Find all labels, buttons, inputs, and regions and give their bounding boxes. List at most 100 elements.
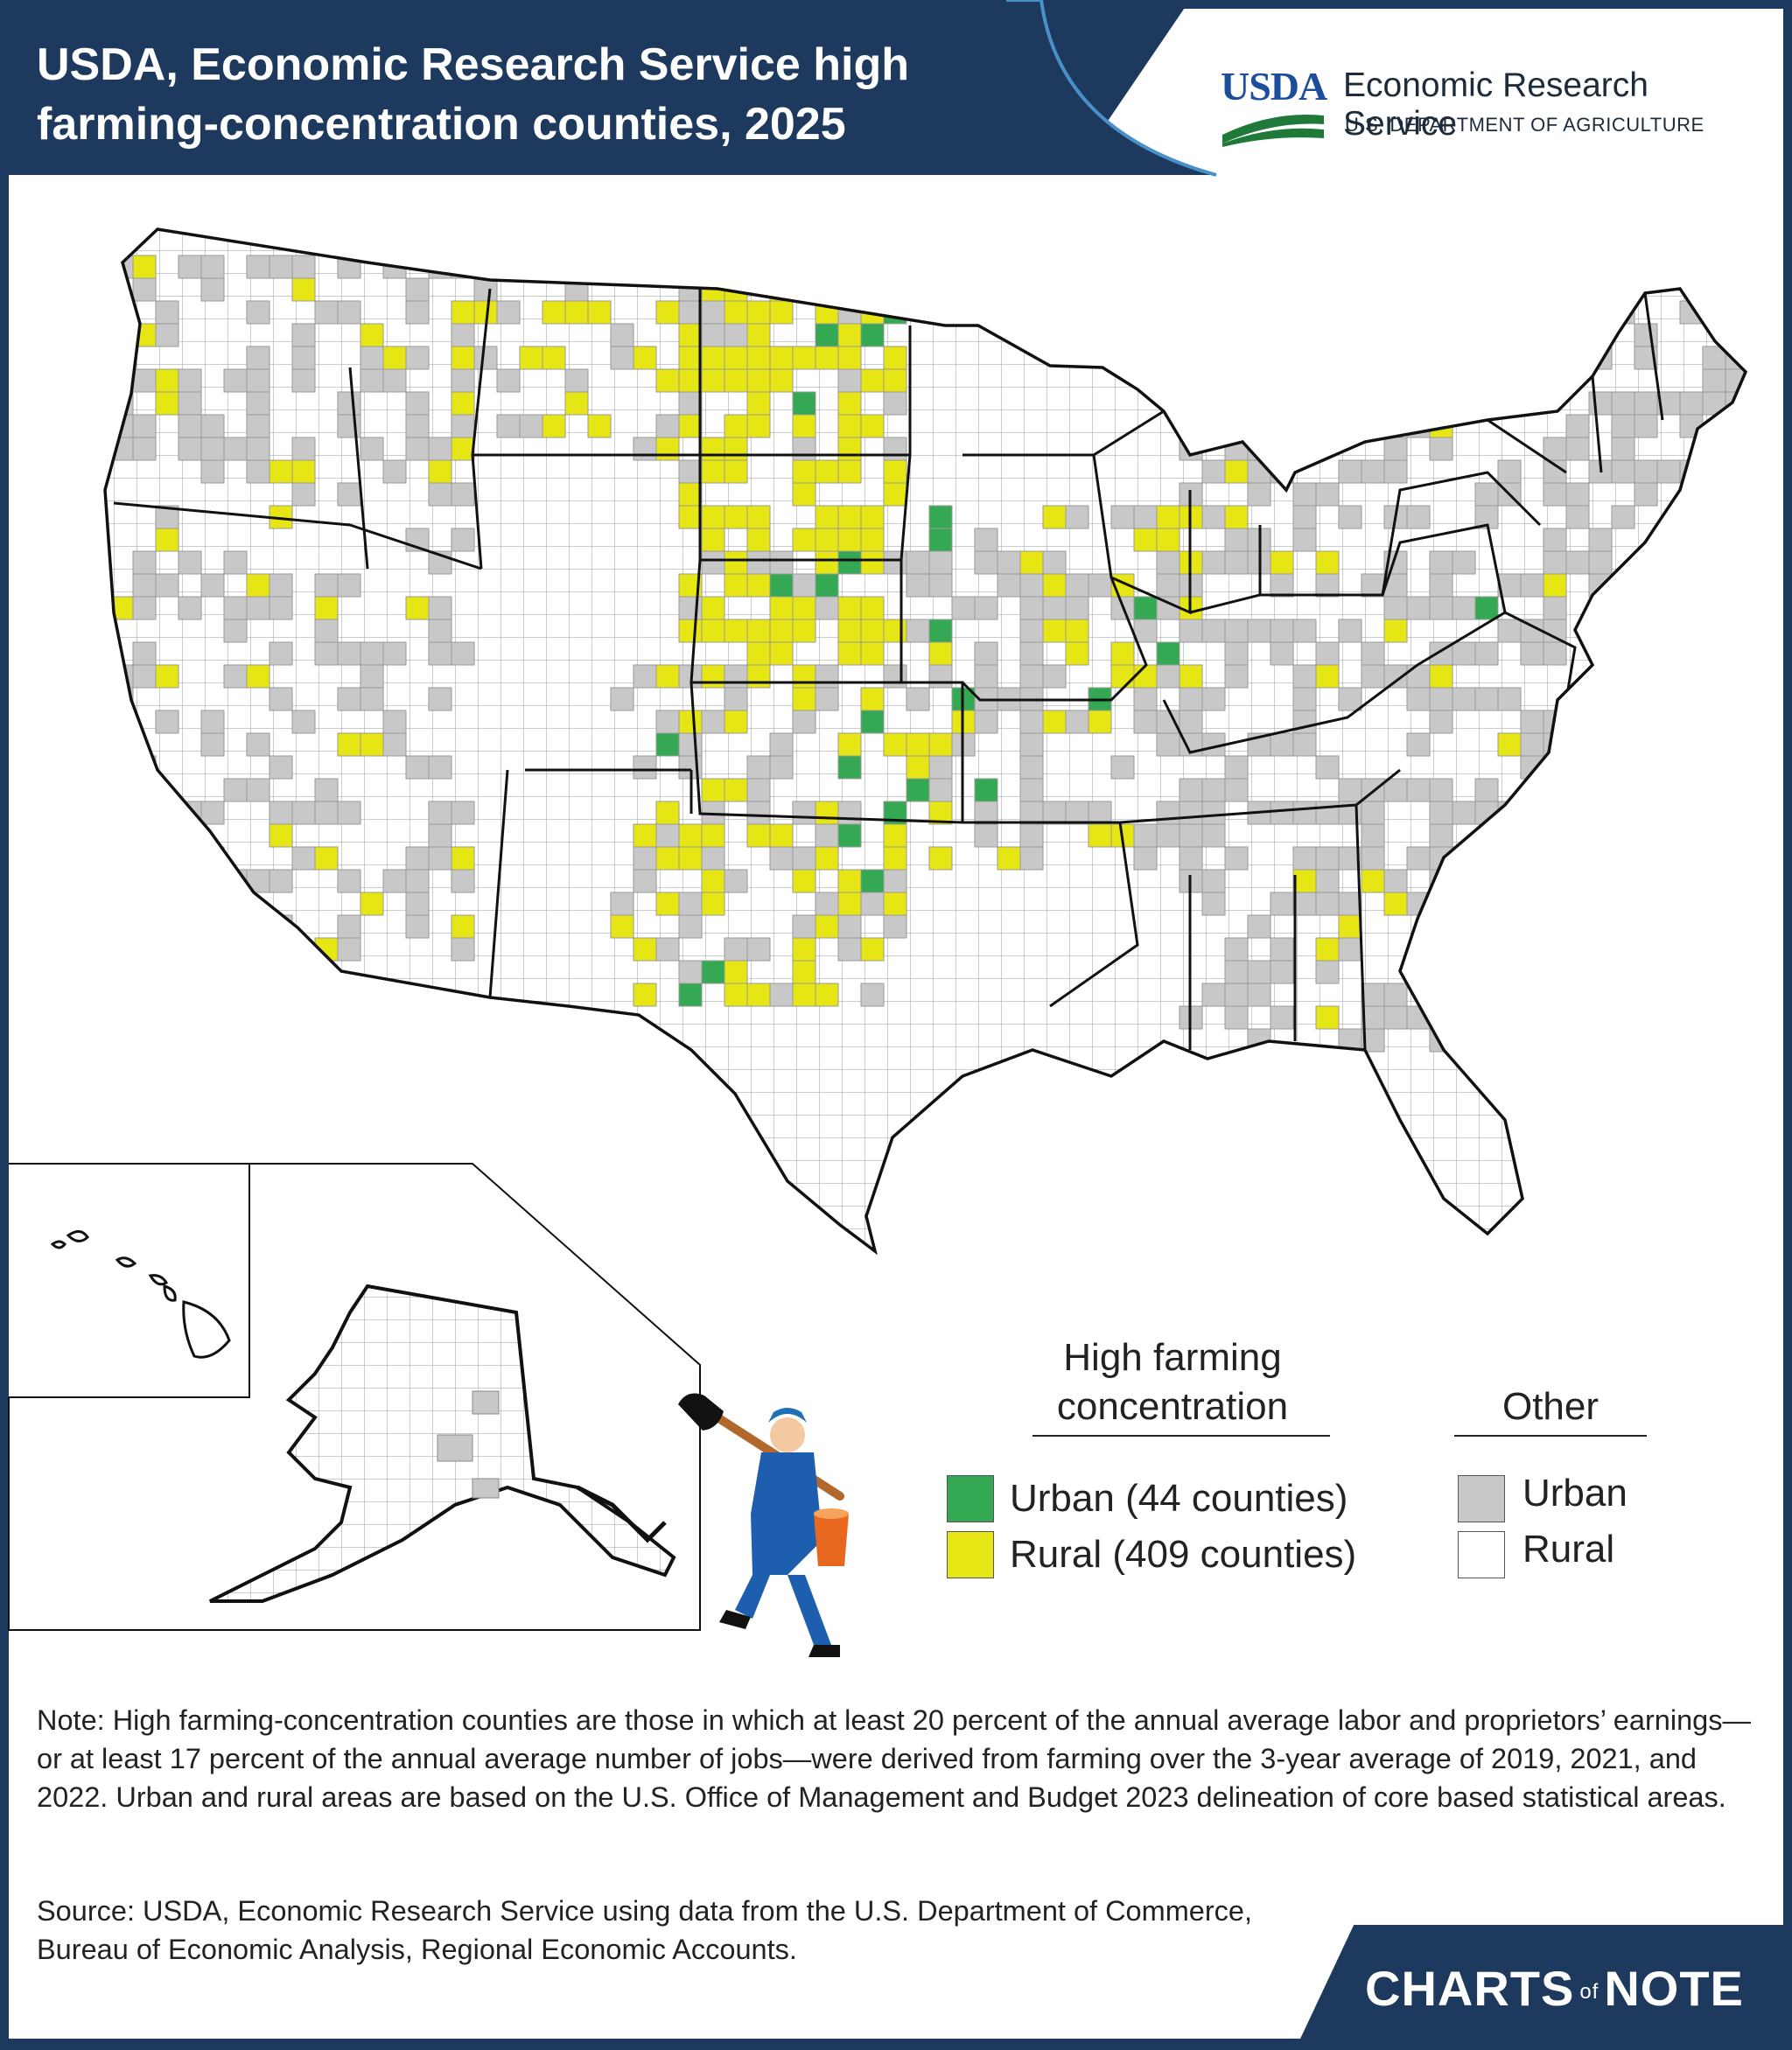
county-cell <box>769 846 794 871</box>
county-cell <box>200 437 225 461</box>
county-cell <box>1110 505 1135 529</box>
county-cell <box>1224 414 1249 438</box>
county-cell <box>1292 505 1317 529</box>
county-cell <box>1702 459 1726 484</box>
legend-rule-other <box>1454 1435 1647 1437</box>
county-cell <box>1133 664 1158 689</box>
county-cell <box>360 323 384 347</box>
county-cell <box>1497 732 1522 757</box>
county-cell <box>837 823 862 848</box>
county-cell <box>1520 846 1544 871</box>
county-cell <box>655 823 680 848</box>
county-cell <box>269 505 293 529</box>
agency-name: Economic Research Service <box>1343 66 1648 143</box>
county-cell <box>883 914 907 939</box>
county-cell <box>860 641 885 666</box>
county-cell <box>1611 459 1635 484</box>
county-cell <box>1429 823 1453 848</box>
county-cell <box>997 573 1021 598</box>
county-cell <box>269 255 293 279</box>
county-cell <box>1588 550 1613 575</box>
county-cell <box>1543 914 1567 939</box>
county-cell <box>223 869 248 893</box>
county-cell <box>246 437 270 461</box>
county-cell <box>1065 596 1089 620</box>
county-cell <box>724 368 748 393</box>
header-curve-decoration <box>1006 0 1217 177</box>
county-cell <box>1406 505 1431 529</box>
county-cell <box>815 664 839 689</box>
legend-heading-high: High farming concentration <box>1056 1336 1289 1428</box>
county-cell <box>1292 482 1317 507</box>
county-cell <box>1224 846 1249 871</box>
county-cell <box>792 277 816 302</box>
county-cell <box>178 255 202 279</box>
county-cell <box>155 801 179 825</box>
county-cell <box>1565 482 1590 507</box>
county-cell <box>132 368 157 393</box>
legend-label-other-rural: Rural <box>1522 1528 1615 1571</box>
county-cell <box>360 437 384 461</box>
county-cell <box>451 414 475 438</box>
county-cell <box>360 664 384 689</box>
county-cell <box>610 346 634 370</box>
county-cell <box>860 687 885 711</box>
county-cell <box>1247 914 1271 939</box>
county-cell <box>678 482 703 507</box>
county-cell <box>1543 983 1567 1007</box>
county-cell <box>906 755 930 780</box>
county-cell <box>291 846 316 871</box>
county-cell <box>246 573 270 598</box>
county-cell <box>1383 619 1408 643</box>
county-cell <box>178 437 202 461</box>
county-cell <box>633 755 657 780</box>
county-cell <box>1042 596 1067 620</box>
county-cell <box>1270 732 1294 757</box>
county-cell <box>269 596 293 620</box>
county-cell <box>1201 505 1226 529</box>
county-cell <box>109 937 134 962</box>
county-cell <box>928 755 953 780</box>
county-cell <box>860 505 885 529</box>
county-cell <box>701 710 725 734</box>
county-cell <box>1247 459 1271 484</box>
county-cell <box>815 914 839 939</box>
county-cell <box>1224 505 1249 529</box>
county-cell <box>1725 346 1746 370</box>
county-cell <box>200 710 225 734</box>
county-cell <box>1634 482 1658 507</box>
county-cell <box>451 346 475 370</box>
county-cell <box>1452 1005 1476 1030</box>
county-cell <box>928 573 953 598</box>
county-cell <box>405 277 430 302</box>
county-cell <box>928 528 953 552</box>
county-cell <box>1679 391 1704 416</box>
county-cell <box>678 505 703 529</box>
county-cell <box>860 277 885 302</box>
county-cell <box>1656 459 1681 484</box>
county-cell <box>1201 983 1226 1007</box>
county-cell <box>382 869 407 893</box>
county-cell <box>405 391 430 416</box>
county-cell <box>792 482 816 507</box>
county-cell <box>678 914 703 939</box>
county-cell <box>1611 391 1635 416</box>
county-cell <box>291 482 316 507</box>
county-cell <box>1042 801 1067 825</box>
county-cell <box>1315 550 1340 575</box>
county-cell <box>1201 801 1226 825</box>
county-cell <box>701 596 725 620</box>
county-cell <box>246 391 270 416</box>
county-cell <box>1452 801 1476 825</box>
county-cell <box>155 573 179 598</box>
county-cell <box>997 550 1021 575</box>
county-cell <box>792 528 816 552</box>
county-cell <box>1702 550 1726 575</box>
county-cell <box>314 596 339 620</box>
county-cell <box>451 528 475 552</box>
county-cell <box>1201 619 1226 643</box>
county-cell <box>1452 892 1476 916</box>
county-cell <box>633 664 657 689</box>
county-cell <box>769 732 794 757</box>
county-cell <box>428 823 452 848</box>
